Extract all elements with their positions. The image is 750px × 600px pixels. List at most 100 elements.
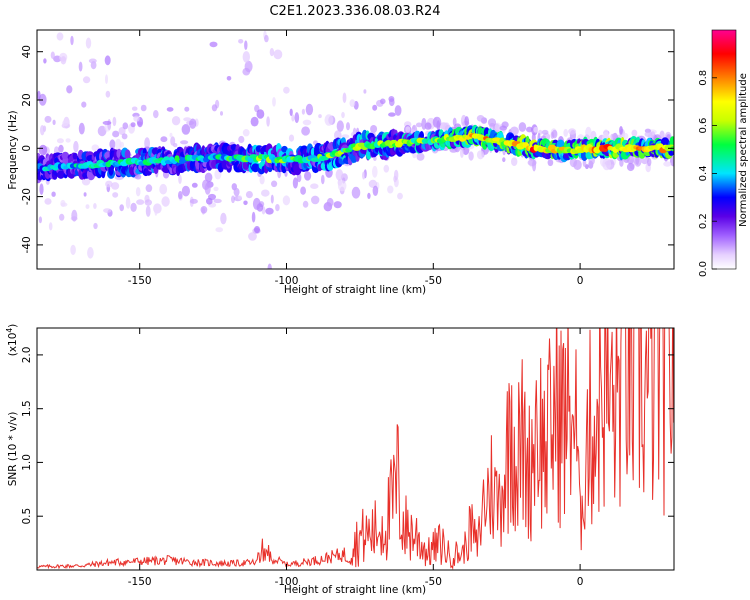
spectrogram-noise-blob [213,186,219,192]
spectrogram-noise-blob [65,138,71,143]
spectrogram-noise-blob [91,144,100,152]
spectrogram-noise-blob [310,183,319,189]
spectrogram-noise-blob [335,169,344,181]
x-tick-label: 0 [577,275,584,287]
spectrogram-noise-blob [82,76,91,84]
spectrogram-y-label: Frequency (Hz) [7,110,19,189]
spectrogram-noise-blob [394,105,402,116]
spectrogram-noise-blob [119,204,124,212]
spectrogram-noise-blob [372,165,378,178]
spectrogram-noise-blob [305,103,314,116]
spectrogram-noise-blob [282,195,291,206]
spectrogram-band-cell [201,145,206,158]
spectrogram-noise-blob [251,211,256,223]
spectrogram-noise-blob [318,114,322,119]
spectrogram-noise-blob [541,129,549,135]
spectrogram-noise-blob [39,183,44,195]
spectrogram-noise-blob [267,263,272,269]
spectrogram-noise-blob [59,213,65,221]
spectrogram-noise-blob [415,122,423,128]
spectrogram-noise-blob [78,61,83,72]
spectrogram-noise-blob [468,151,474,161]
spectrogram-panel: -150 -100 -50 0 -40 -20 0 20 40 Height of strai… [7,29,675,296]
spectrogram-noise-blob [85,37,92,49]
y-tick-label: 1.5 [21,400,33,417]
spectrogram-noise-blob [367,192,371,199]
spectrogram-noise-blob [383,164,390,173]
spectrogram-noise-blob [40,125,45,136]
spectrogram-noise-blob [173,143,178,148]
spectrogram-noise-blob [333,201,342,209]
spectrogram-noise-blob [326,197,334,207]
spectrogram-noise-blob [363,89,367,94]
spectrogram-band-cell [61,151,70,160]
spectrogram-noise-blob [178,174,182,184]
spectrogram-noise-blob [619,125,623,135]
spectrogram-noise-blob [87,247,94,259]
spectrogram-noise-blob [73,140,79,153]
spectrogram-noise-blob [238,39,244,44]
spectrogram-noise-blob [389,98,395,107]
spectrogram-noise-blob [300,186,306,195]
spectrogram-noise-blob [270,194,274,204]
spectrogram-noise-blob [532,159,537,172]
spectrogram-noise-blob [421,118,427,130]
y-tick-label: 0.5 [21,508,33,525]
spectrogram-noise-blob [121,133,128,140]
spectrogram-noise-blob [372,185,379,196]
spectrogram-noise-blob [245,191,253,199]
spectrogram-noise-blob [476,150,485,160]
colorbar-tick-label: 0.0 [698,261,709,277]
spectrogram-noise-blob [180,140,189,145]
spectrogram-noise-blob [261,189,270,197]
snr-x-label: Height of straight line (km) [284,584,426,596]
colorbar-gradient [711,29,737,270]
spectrogram-noise-blob [52,119,56,126]
spectrogram-noise-blob [547,159,554,167]
spectrogram-noise-blob [93,203,97,209]
x-tick-label: -100 [275,275,299,287]
spectrogram-noise-blob [242,129,250,137]
x-tick-label: -100 [275,576,299,588]
spectrogram-noise-blob [511,157,518,167]
spectrogram-noise-blob [250,116,259,127]
spectrogram-noise-blob [56,138,64,144]
spectrogram-noise-blob [233,187,240,197]
spectrogram-noise-blob [43,58,47,64]
spectrogram-noise-blob [112,130,120,138]
snr-y-multiplier: (x104) [5,324,19,357]
spectrogram-noise-blob [518,122,527,132]
spectrogram-noise-blob [66,85,73,94]
spectrogram-noise-blob [582,159,587,167]
spectrogram-noise-blob [208,193,216,201]
snr-series-line [37,328,674,570]
spectrogram-noise-blob [44,115,52,123]
snr-y-ticks: 0.5 1.0 1.5 2.0 [21,347,674,525]
spectrogram-noise-blob [619,158,624,167]
spectrogram-noise-blob [476,115,485,122]
y-tick-label: 1.0 [21,454,33,471]
spectrogram-noise-blob [38,144,48,156]
spectrogram-noise-blob [111,182,120,190]
spectrogram-noise-blob [296,173,302,183]
spectrogram-noise-blob [44,198,52,205]
spectrogram-noise-blob [301,126,310,136]
spectrogram-noise-blob [336,120,344,132]
spectrogram-noise-blob [56,32,64,41]
spectrogram-noise-blob [243,200,248,206]
figure-title: C2E1.2023.336.08.03.R24 [269,4,440,19]
spectrogram-noise-blob [169,132,173,138]
spectrogram-noise-blob [112,116,117,127]
spectrogram-noise-blob [85,204,90,210]
spectrogram-noise-blob [252,197,261,210]
spectrogram-heatmap [37,30,674,269]
spectrogram-noise-blob [275,204,280,212]
spectrogram-noise-blob [568,128,577,135]
spectrogram-noise-blob [81,101,87,108]
spectrogram-y-ticks: -40 -20 0 20 40 [21,45,674,253]
spectrogram-noise-blob [144,199,152,206]
spectrogram-noise-blob [191,182,198,188]
spectrogram-noise-blob [122,122,129,130]
